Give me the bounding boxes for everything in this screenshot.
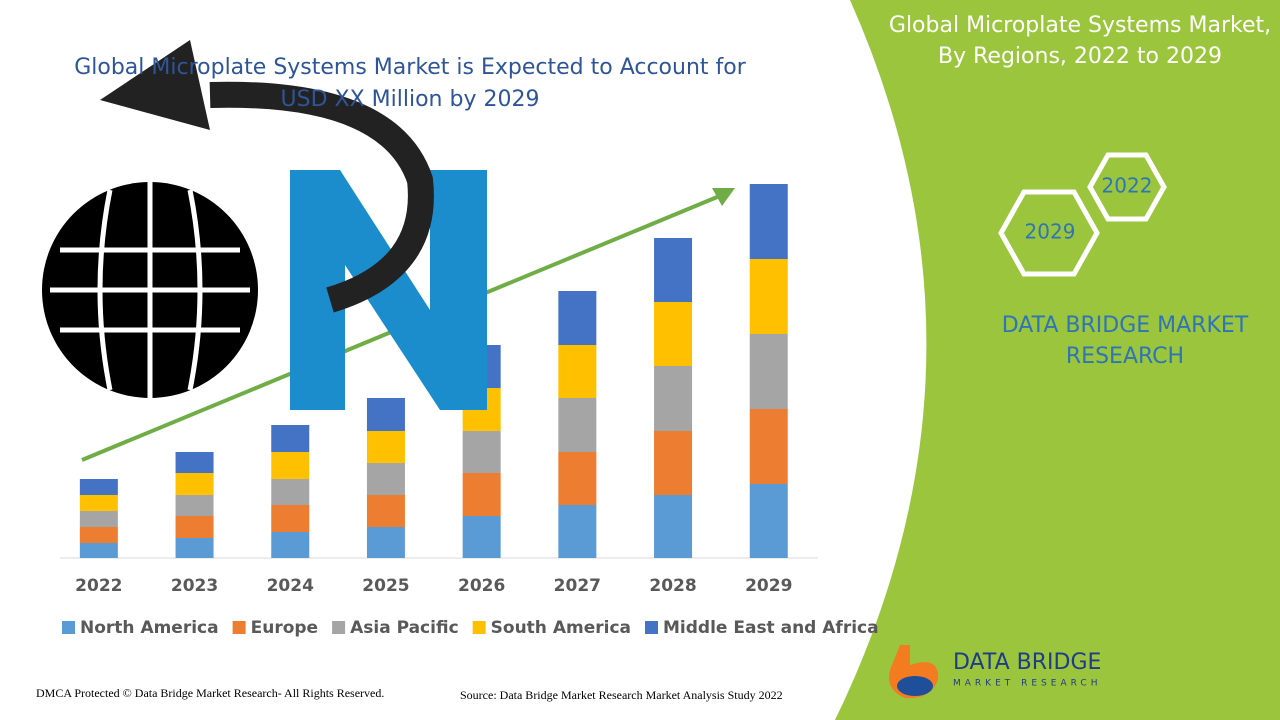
logo-sub: MARKET RESEARCH — [953, 679, 1101, 689]
legend-label: North America — [80, 618, 219, 638]
bar-segment — [558, 452, 597, 505]
bar-segment — [749, 334, 788, 409]
bar-segment — [558, 398, 597, 452]
hexagon-label: 2022 — [1102, 174, 1153, 198]
bar-segment — [462, 516, 501, 558]
legend-swatch — [62, 621, 75, 634]
bar-segment — [175, 452, 214, 473]
bar-segment — [271, 425, 310, 452]
logo-name: DATA BRIDGE — [953, 650, 1101, 675]
bar-segment — [654, 366, 693, 431]
bar-segment — [271, 532, 310, 558]
x-tick-label: 2028 — [649, 576, 696, 596]
arrow-head — [712, 188, 735, 206]
bar-segment — [654, 431, 693, 495]
bar-segment — [462, 431, 501, 473]
x-tick-label: 2025 — [362, 576, 409, 596]
bar-segment — [175, 495, 214, 516]
legend-label: Asia Pacific — [350, 618, 459, 638]
panel-title: Global Microplate Systems Market, By Reg… — [888, 13, 1272, 69]
legend-label: Middle East and Africa — [663, 618, 879, 638]
logo — [889, 645, 939, 699]
hexagon — [998, 189, 1100, 277]
footer-right: Source: Data Bridge Market Research Mark… — [460, 688, 783, 702]
bar-segment — [366, 495, 405, 527]
bar-segment — [175, 516, 214, 538]
bar-segment — [462, 473, 501, 516]
side-panel — [835, 0, 1280, 720]
footer-left: DMCA Protected © Data Bridge Market Rese… — [36, 686, 385, 700]
plot — [79, 184, 788, 558]
bar-segment — [749, 484, 788, 558]
legend-swatch — [232, 621, 246, 634]
hexagon-label: 2029 — [1025, 220, 1076, 244]
bar-segment — [79, 543, 118, 558]
hexagon — [1087, 152, 1167, 222]
legend-swatch — [645, 621, 658, 634]
bar-segment — [749, 409, 788, 484]
bar-segment — [271, 452, 310, 479]
x-tick-label: 2022 — [75, 576, 122, 596]
x-tick-label: 2023 — [171, 576, 218, 596]
bar-segment — [366, 463, 405, 495]
bar-segment — [366, 527, 405, 558]
bar-segment — [749, 184, 788, 259]
bar-segment — [271, 479, 310, 505]
overlay-logo — [42, 40, 487, 410]
bar-segment — [654, 238, 693, 302]
bar-segment — [79, 511, 118, 527]
bar-segment — [366, 398, 405, 431]
bar-segment — [79, 495, 118, 511]
bar-segment — [654, 495, 693, 558]
x-tick-label: 2029 — [745, 576, 792, 596]
bar-segment — [271, 505, 310, 532]
bar-segment — [79, 479, 118, 495]
x-tick-label: 2027 — [554, 576, 601, 596]
bar-segment — [366, 431, 405, 463]
x-tick-label: 2026 — [458, 576, 505, 596]
brand: DATA BRIDGE MARKET RESEARCH — [1001, 313, 1249, 369]
bar-segment — [175, 538, 214, 558]
legend-label: South America — [491, 618, 631, 638]
bar-segment — [749, 259, 788, 334]
legend-label: Europe — [251, 618, 318, 638]
legend-swatch — [472, 621, 486, 634]
chart-title: Global Microplate Systems Market is Expe… — [74, 55, 746, 112]
bar-segment — [558, 345, 597, 398]
bar-segment — [558, 291, 597, 345]
bar-segment — [79, 527, 118, 543]
bar-segment — [654, 302, 693, 366]
legend-swatch — [332, 621, 346, 634]
x-tick-label: 2024 — [267, 576, 314, 596]
bar-segment — [175, 473, 214, 495]
bar-segment — [558, 505, 597, 558]
